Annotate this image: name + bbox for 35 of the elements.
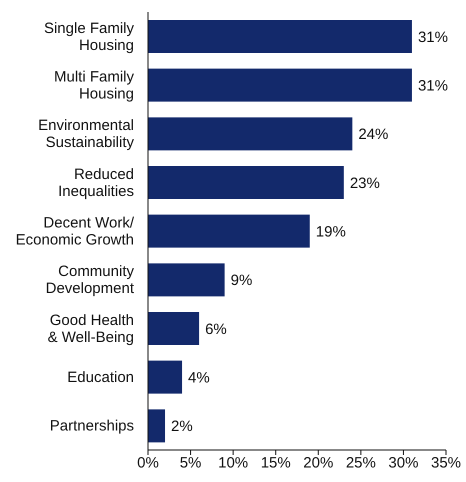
bar: [148, 214, 310, 248]
data-label: 24%: [358, 126, 388, 144]
bar: [148, 68, 412, 102]
y-tick-label: Education: [67, 368, 134, 386]
x-tick-label: 10%: [218, 454, 248, 472]
x-tick-label: 20%: [303, 454, 334, 472]
y-tick-label: Single Family Housing: [44, 19, 134, 54]
bar: [148, 166, 344, 199]
bar: [148, 20, 412, 53]
bar: [148, 360, 182, 394]
y-tick-label: Community Development: [46, 262, 135, 297]
y-tick-label: Decent Work/ Economic Growth: [16, 214, 135, 248]
data-label: 19%: [316, 223, 346, 240]
data-label: 4%: [188, 369, 210, 386]
x-tick-label: 0%: [137, 454, 159, 472]
data-label: 31%: [418, 28, 448, 46]
x-tick-label: 30%: [388, 454, 418, 472]
y-tick-label: Good Health & Well-Being: [48, 311, 134, 346]
bar: [148, 312, 200, 345]
y-tick-label: Reduced Inequalities: [58, 165, 134, 200]
data-label: 31%: [418, 77, 448, 94]
y-tick-label: Multi Family Housing: [54, 68, 134, 102]
x-tick-label: 35%: [430, 454, 462, 472]
data-label: 6%: [205, 320, 227, 338]
x-tick-label: 25%: [346, 454, 376, 472]
x-tick-label: 15%: [260, 454, 291, 472]
y-tick-label: Environmental Sustainability: [38, 116, 134, 151]
bar: [148, 263, 225, 296]
data-label: 23%: [350, 174, 380, 192]
y-tick-label: Partnerships: [50, 417, 134, 434]
bar: [148, 117, 352, 150]
bar: [148, 409, 166, 442]
x-tick-label: 5%: [180, 454, 202, 472]
data-label: 9%: [230, 272, 252, 290]
data-label: 2%: [171, 418, 193, 436]
